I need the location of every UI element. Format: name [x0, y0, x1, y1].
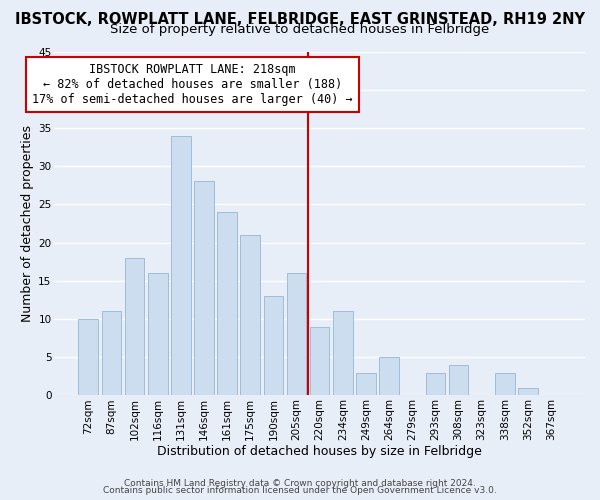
Text: Contains HM Land Registry data © Crown copyright and database right 2024.: Contains HM Land Registry data © Crown c…: [124, 478, 476, 488]
Bar: [287, 273, 307, 396]
Text: Size of property relative to detached houses in Felbridge: Size of property relative to detached ho…: [110, 22, 490, 36]
Bar: [125, 258, 145, 396]
Bar: [425, 372, 445, 396]
Text: IBSTOCK ROWPLATT LANE: 218sqm
← 82% of detached houses are smaller (188)
17% of : IBSTOCK ROWPLATT LANE: 218sqm ← 82% of d…: [32, 63, 353, 106]
Bar: [356, 372, 376, 396]
Bar: [333, 312, 353, 396]
Bar: [217, 212, 237, 396]
X-axis label: Distribution of detached houses by size in Felbridge: Distribution of detached houses by size …: [157, 444, 482, 458]
Bar: [194, 182, 214, 396]
Text: Contains public sector information licensed under the Open Government Licence v3: Contains public sector information licen…: [103, 486, 497, 495]
Text: IBSTOCK, ROWPLATT LANE, FELBRIDGE, EAST GRINSTEAD, RH19 2NY: IBSTOCK, ROWPLATT LANE, FELBRIDGE, EAST …: [15, 12, 585, 28]
Bar: [495, 372, 515, 396]
Bar: [101, 312, 121, 396]
Bar: [379, 357, 399, 396]
Bar: [449, 365, 469, 396]
Bar: [148, 273, 167, 396]
Y-axis label: Number of detached properties: Number of detached properties: [21, 125, 34, 322]
Bar: [263, 296, 283, 396]
Bar: [171, 136, 191, 396]
Bar: [241, 235, 260, 396]
Bar: [79, 319, 98, 396]
Bar: [310, 326, 329, 396]
Bar: [518, 388, 538, 396]
